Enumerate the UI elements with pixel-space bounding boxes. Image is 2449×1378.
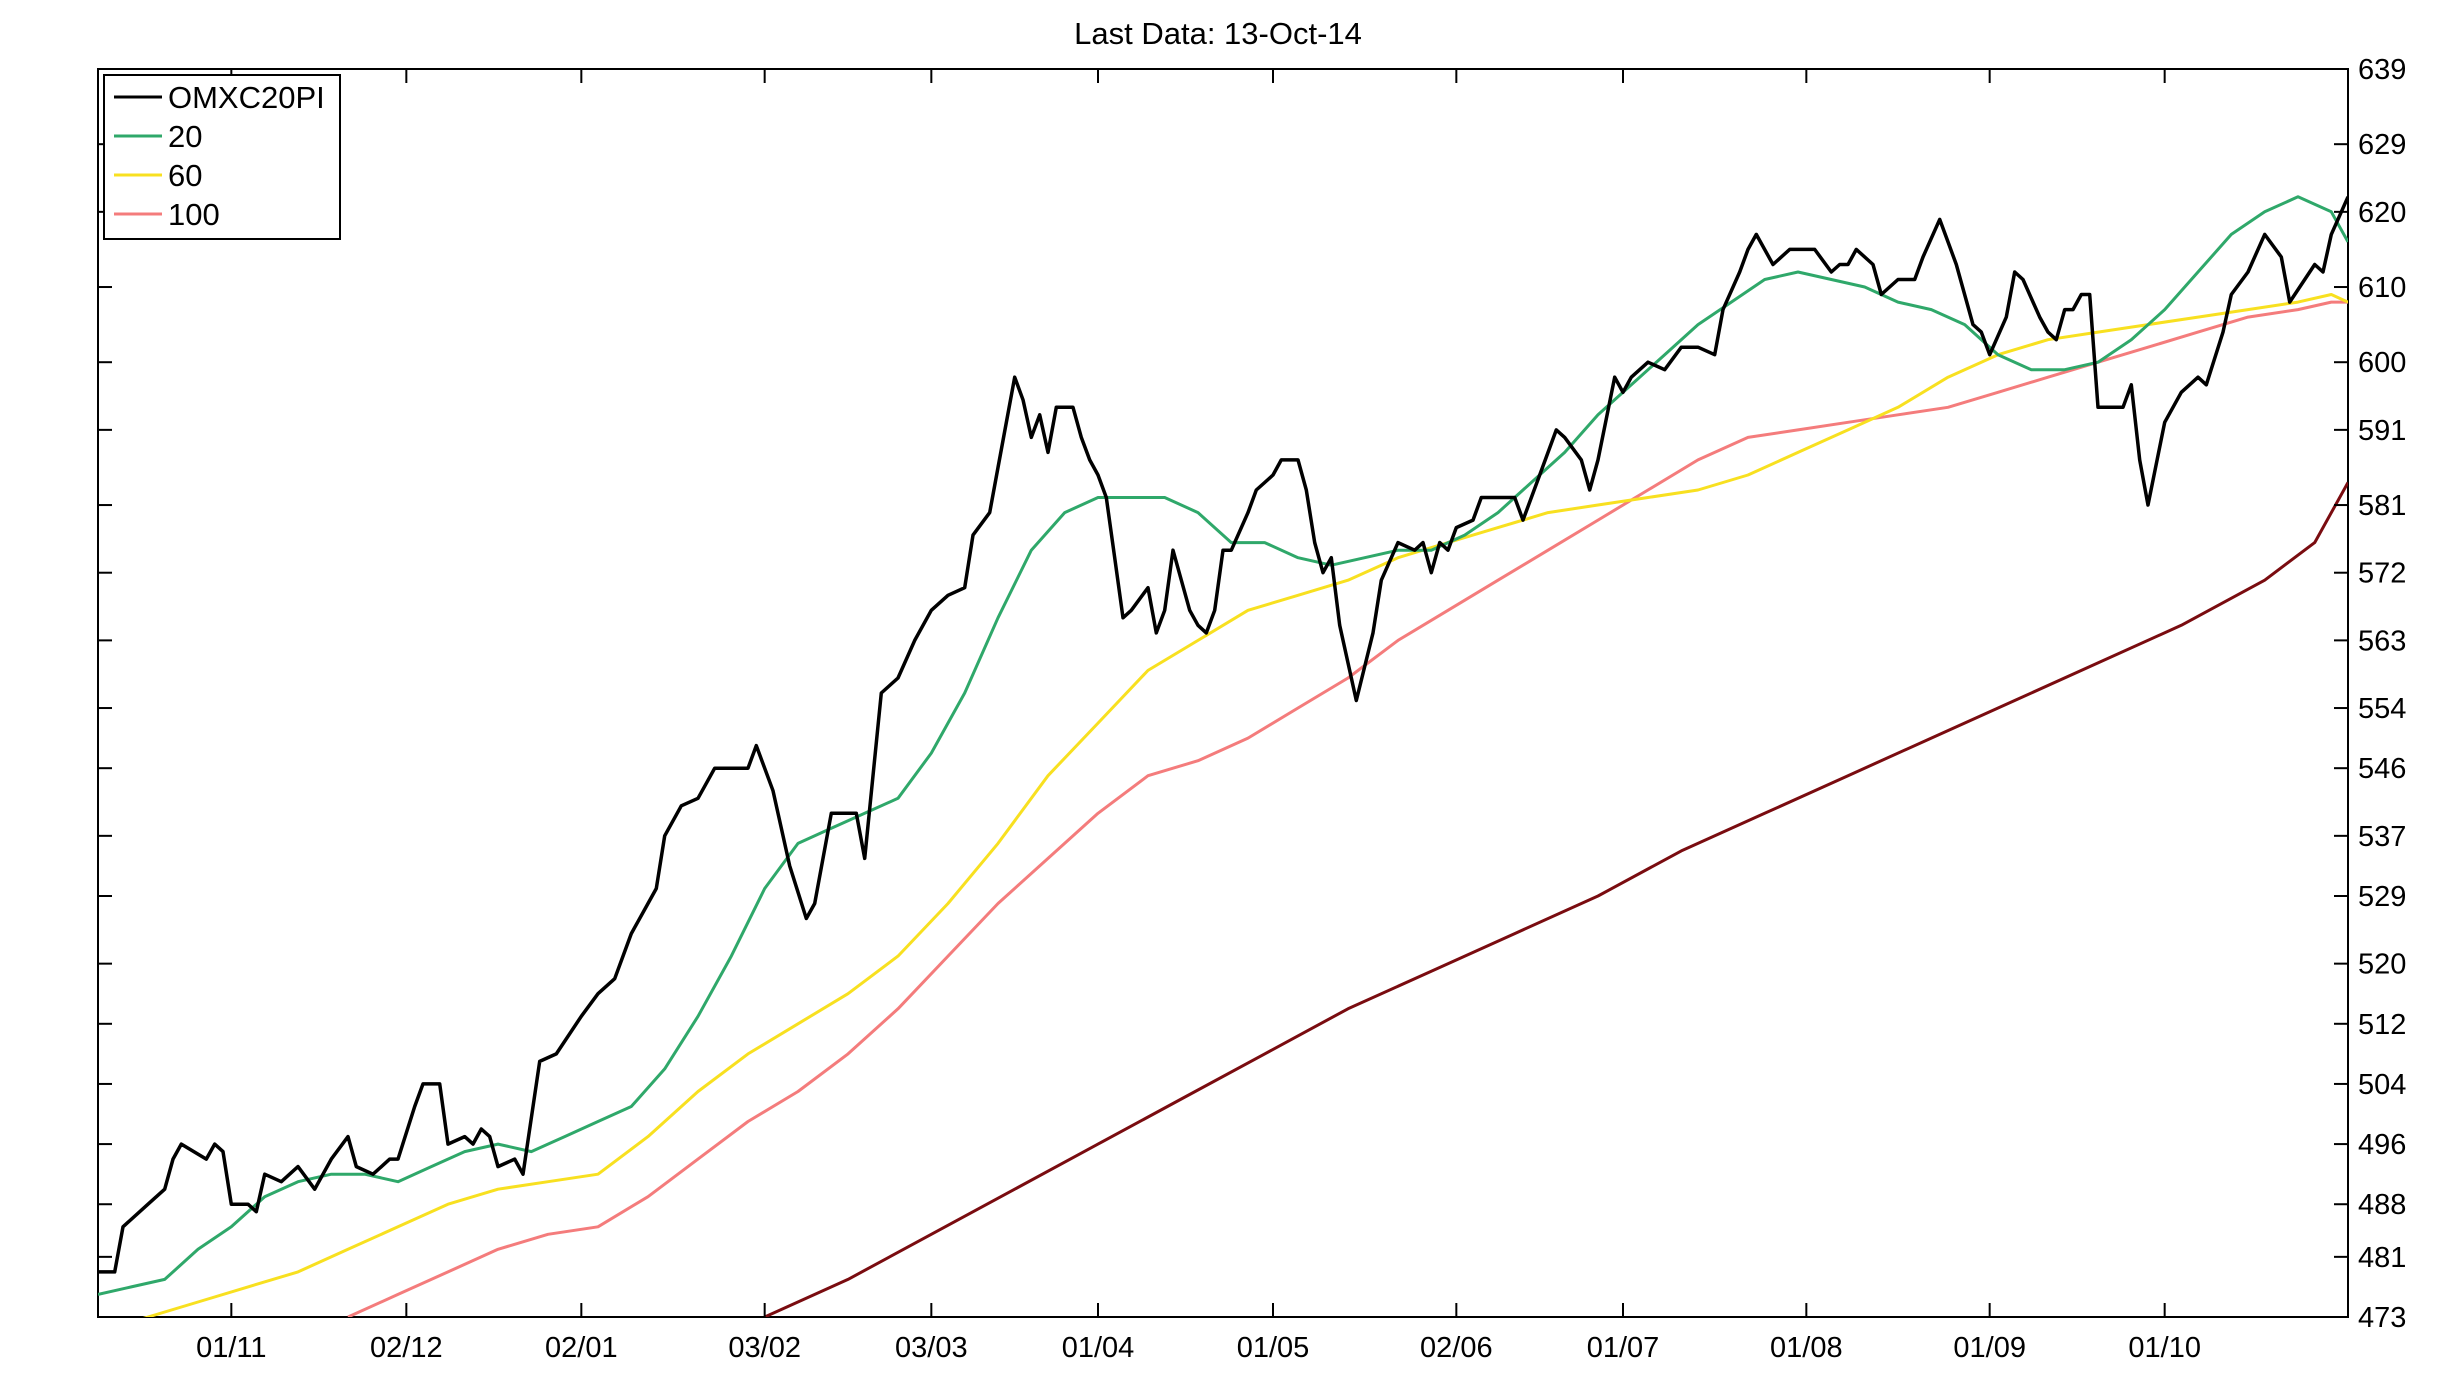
y-tick-label: 481 (2358, 1242, 2406, 1274)
legend-label-60: 60 (168, 158, 202, 193)
legend-label-20: 20 (168, 119, 202, 154)
y-tick-label: 529 (2358, 881, 2406, 913)
series-layer (98, 195, 2348, 1317)
y-tick-label: 512 (2358, 1009, 2406, 1041)
y-tick-label: 620 (2358, 197, 2406, 229)
y-tick-label: 639 (2358, 54, 2406, 86)
y-tick-label: 629 (2358, 129, 2406, 161)
y-tick-label: 520 (2358, 949, 2406, 981)
x-axis: 01/11 02/12 02/01 03/02 03/03 01/04 01/05 02/06… (196, 69, 2201, 1364)
x-tick-label: 02/06 (1420, 1332, 1493, 1364)
x-tick-label: 01/05 (1237, 1332, 1310, 1364)
legend-box (103, 74, 341, 240)
y-tick-label: 591 (2358, 415, 2406, 447)
series-line-100 (347, 300, 2348, 1317)
y-tick-label: 473 (2358, 1302, 2406, 1334)
y-tick-label: 496 (2358, 1129, 2406, 1161)
y-tick-label: 563 (2358, 625, 2406, 657)
y-tick-label: 600 (2358, 347, 2406, 379)
chart-title: Last Data: 13-Oct-14 (1074, 16, 1362, 51)
x-tick-label: 01/08 (1770, 1332, 1843, 1364)
y-tick-label: 554 (2358, 693, 2406, 725)
y-tick-label: 504 (2358, 1069, 2406, 1101)
y-tick-label: 581 (2358, 490, 2406, 522)
x-tick-label: 02/01 (545, 1332, 618, 1364)
plot-area (97, 68, 2349, 1318)
y-tick-label: 572 (2358, 558, 2406, 590)
legend-label-omxc20pi: OMXC20PI (168, 80, 325, 115)
y-axis: 473 481 488 496 504 512 520 529 537 546 554 563 572 5… (98, 54, 2406, 1334)
legend: OMXC20PI 20 60 100 (103, 74, 341, 240)
x-tick-label: 01/07 (1587, 1332, 1660, 1364)
x-tick-label: 01/11 (196, 1332, 266, 1364)
x-tick-label: 03/03 (895, 1332, 968, 1364)
y-tick-label: 488 (2358, 1189, 2406, 1221)
x-tick-label: 02/12 (370, 1332, 443, 1364)
series-line-60 (142, 293, 2348, 1317)
x-tick-label: 01/10 (2128, 1332, 2201, 1364)
x-tick-label: 03/02 (728, 1332, 801, 1364)
y-tick-label: 537 (2358, 821, 2406, 853)
x-tick-label: 01/04 (1062, 1332, 1135, 1364)
series-line-omxc20pi (98, 196, 2348, 1274)
y-tick-label: 610 (2358, 272, 2406, 304)
x-tick-label: 01/09 (1953, 1332, 2026, 1364)
legend-label-100: 100 (168, 197, 220, 232)
y-tick-label: 546 (2358, 753, 2406, 785)
series-line-trend (764, 481, 2348, 1317)
